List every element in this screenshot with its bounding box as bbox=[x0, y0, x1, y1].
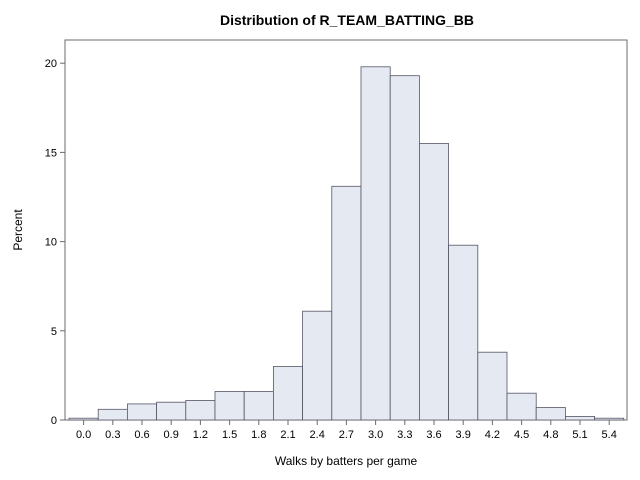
x-tick-label-4.5: 4.5 bbox=[514, 429, 529, 441]
x-tick-label-2.4: 2.4 bbox=[310, 429, 325, 441]
bar-2.4 bbox=[302, 310, 333, 421]
bar-0.6 bbox=[127, 403, 158, 421]
bar-4.8 bbox=[535, 407, 566, 421]
x-tick-label-2.1: 2.1 bbox=[280, 429, 295, 441]
y-tick-label-15: 15 bbox=[45, 147, 57, 159]
x-tick-label-0.0: 0.0 bbox=[76, 429, 91, 441]
y-axis-label: Percent bbox=[11, 209, 25, 251]
bar-2.1 bbox=[272, 366, 303, 421]
x-tick-label-5.1: 5.1 bbox=[572, 429, 587, 441]
x-axis: 0.0 0.3 0.6 0.9 1.2 1.5 1.8 2.1 2.4 2.7 3.0 3.3 3.6 3… bbox=[76, 420, 617, 441]
y-tick-label-0: 0 bbox=[51, 415, 57, 427]
bar-5.4 bbox=[594, 417, 625, 421]
bar-1.2 bbox=[185, 399, 216, 421]
x-tick-label-1.8: 1.8 bbox=[251, 429, 266, 441]
bar-3.9 bbox=[448, 244, 479, 421]
bar-3.6 bbox=[418, 143, 449, 421]
y-tick-label-5: 5 bbox=[51, 326, 57, 338]
bars-group bbox=[68, 66, 625, 421]
bar-2.7 bbox=[331, 185, 362, 421]
y-tick-label-10: 10 bbox=[45, 237, 57, 249]
x-tick-label-5.4: 5.4 bbox=[602, 429, 617, 441]
bar-0.9 bbox=[156, 401, 187, 421]
x-axis-label: Walks by batters per game bbox=[275, 454, 418, 468]
bar-0.3 bbox=[97, 408, 128, 421]
x-tick-label-4.2: 4.2 bbox=[485, 429, 500, 441]
x-tick-label-3.0: 3.0 bbox=[368, 429, 383, 441]
bar-3.3 bbox=[389, 75, 420, 421]
chart-title: Distribution of R_TEAM_BATTING_BB bbox=[220, 12, 474, 28]
x-tick-label-3.9: 3.9 bbox=[456, 429, 471, 441]
x-tick-label-3.3: 3.3 bbox=[397, 429, 412, 441]
x-tick-label-1.5: 1.5 bbox=[222, 429, 237, 441]
bar-3.0 bbox=[360, 66, 391, 421]
bar-0.0 bbox=[68, 417, 99, 421]
x-tick-label-1.2: 1.2 bbox=[193, 429, 208, 441]
bar-4.5 bbox=[506, 392, 537, 421]
x-tick-label-3.6: 3.6 bbox=[426, 429, 441, 441]
y-tick-label-20: 20 bbox=[45, 58, 57, 70]
bar-1.8 bbox=[243, 391, 274, 421]
x-tick-label-2.7: 2.7 bbox=[339, 429, 354, 441]
x-tick-label-0.6: 0.6 bbox=[134, 429, 149, 441]
bar-5.1 bbox=[565, 415, 596, 421]
y-axis: 0 5 10 15 20 bbox=[45, 58, 65, 427]
bar-1.5 bbox=[214, 391, 245, 421]
bar-4.2 bbox=[477, 351, 508, 421]
x-tick-label-4.8: 4.8 bbox=[543, 429, 558, 441]
x-tick-label-0.9: 0.9 bbox=[164, 429, 179, 441]
x-tick-label-0.3: 0.3 bbox=[105, 429, 120, 441]
